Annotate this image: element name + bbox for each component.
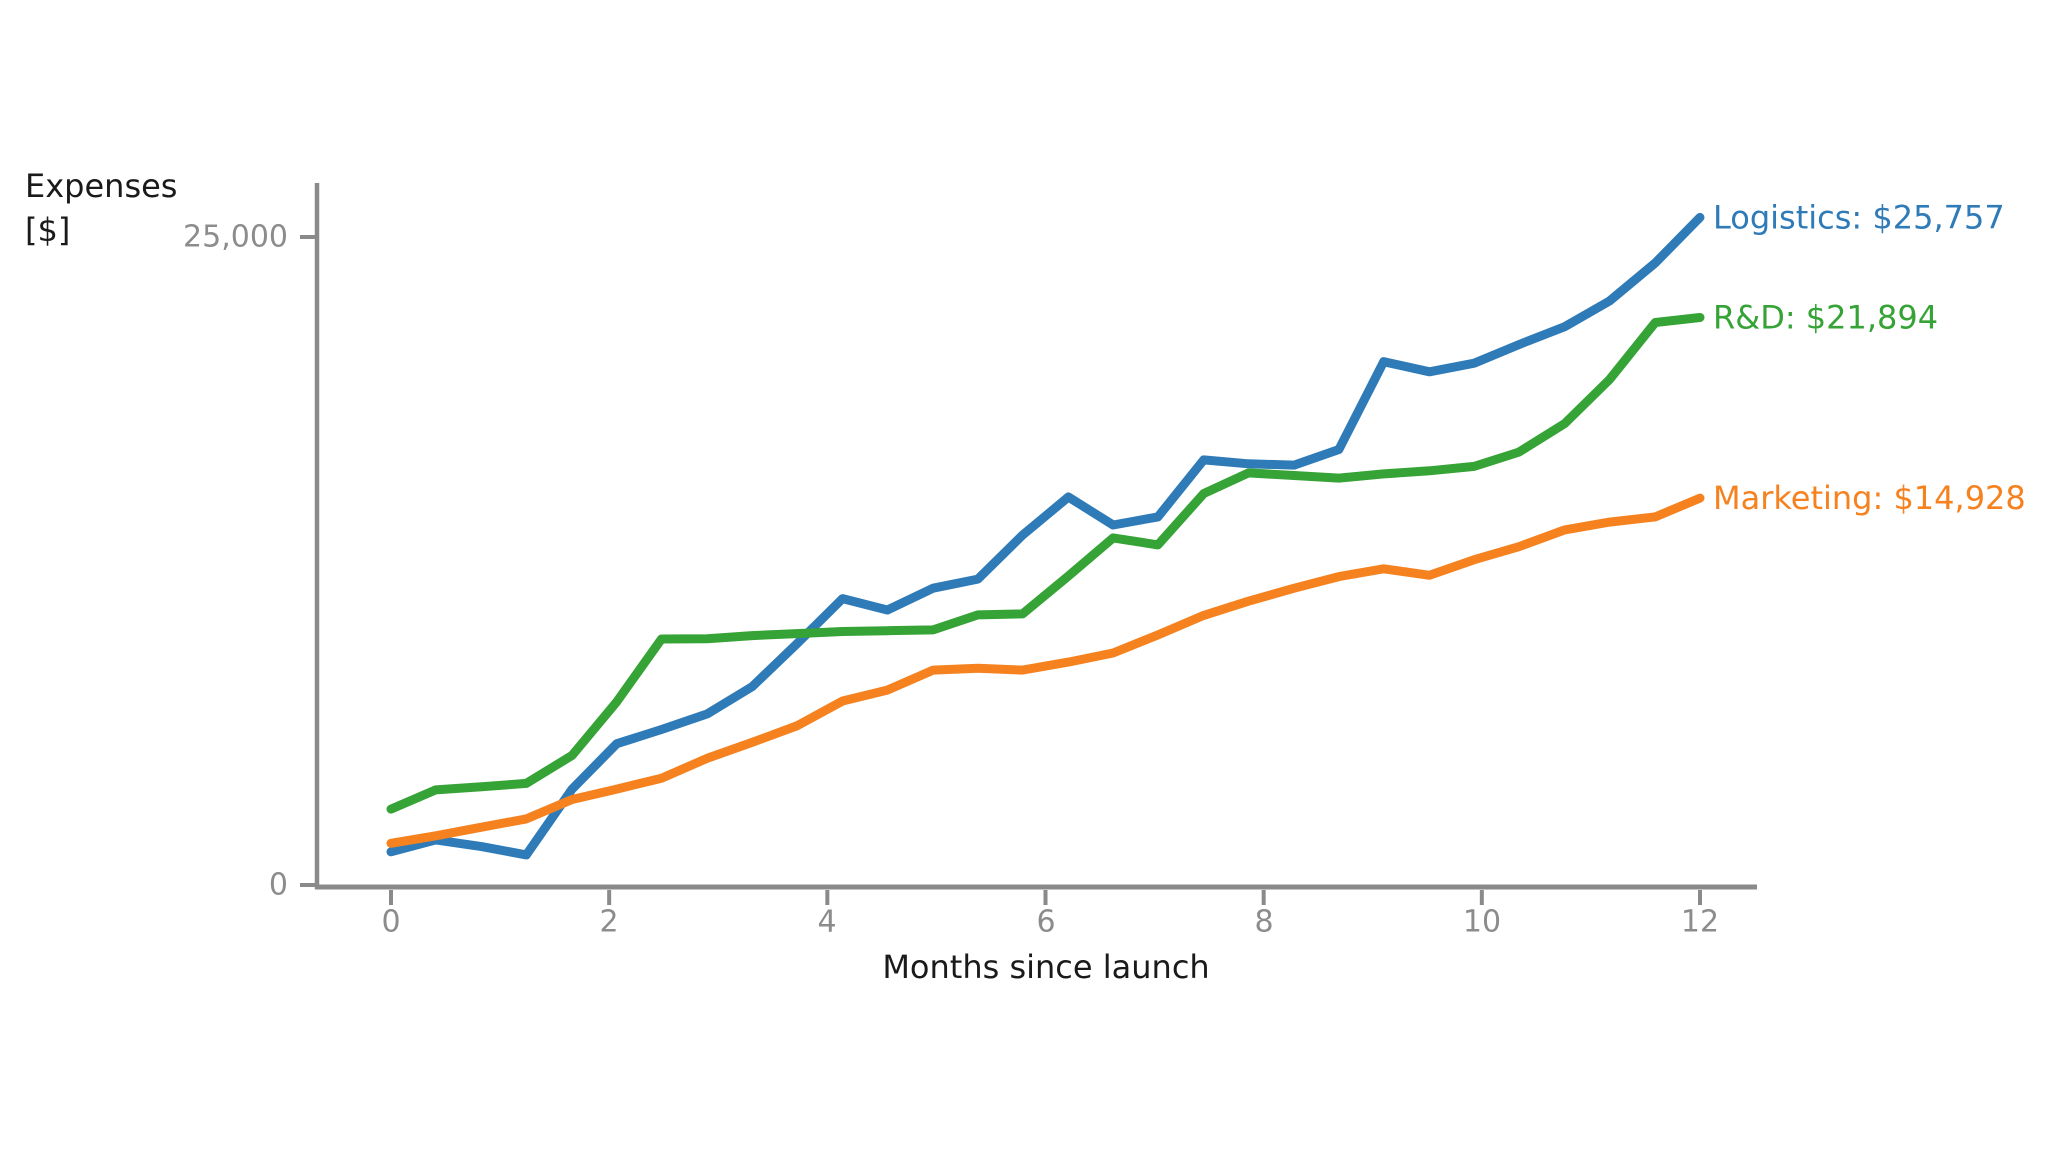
x-tick-label-8: 8	[1254, 905, 1273, 940]
x-axis-title: Months since launch	[882, 948, 1209, 986]
y-axis-title-line1: Expenses	[25, 167, 177, 205]
x-tick-label-4: 4	[817, 905, 836, 940]
y-tick-label-0: 0	[269, 868, 288, 903]
x-tick-label-10: 10	[1463, 905, 1501, 940]
series-line-logistics	[386, 212, 1705, 860]
y-axis-title-line2: [$]	[25, 211, 70, 249]
series-end-label-marketing: Marketing: $14,928	[1713, 479, 2026, 517]
y-tick-label-25000: 25,000	[183, 220, 288, 255]
x-tick-label-6: 6	[1036, 905, 1055, 940]
x-tick-label-12: 12	[1681, 905, 1719, 940]
series-end-label-rnd: R&D: $21,894	[1713, 299, 1938, 337]
x-tick-label-0: 0	[381, 905, 400, 940]
series-line-rd	[386, 313, 1705, 814]
series-line-marketing	[386, 493, 1705, 848]
chart-geometry	[300, 183, 1757, 905]
series-end-label-logistics: Logistics: $25,757	[1713, 198, 2005, 236]
x-tick-label-2: 2	[599, 905, 618, 940]
